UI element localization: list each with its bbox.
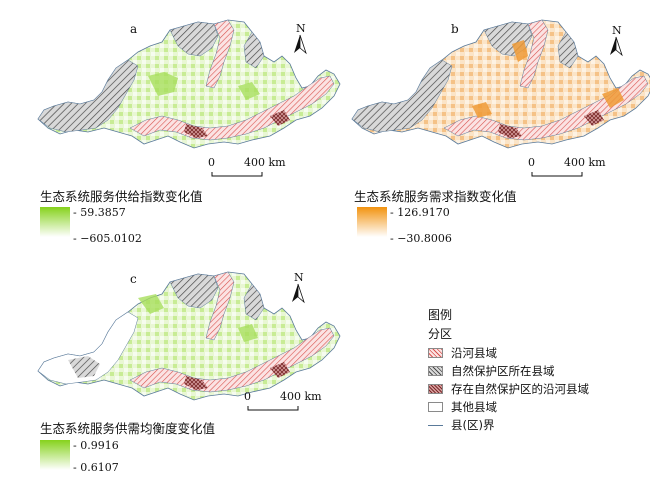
scale-distance-a: 400 km xyxy=(244,156,286,169)
boundary-line-swatch xyxy=(428,424,443,426)
key-item-river-protected-county: 存在自然保护区的沿河县域 xyxy=(428,382,589,396)
legend-title-c: 生态系统服务供需均衡度变化值 xyxy=(40,421,216,436)
scale-zero-c: 0 xyxy=(244,390,251,403)
scale-zero-a: 0 xyxy=(208,156,215,169)
ramp-max-a: - 59.3857 xyxy=(73,206,126,219)
red-hatch-swatch xyxy=(428,348,443,358)
panel-b-letter: b xyxy=(451,22,459,36)
panel-a-letter: a xyxy=(130,22,138,36)
panel-c-letter: c xyxy=(130,272,137,286)
ramp-max-c: - 0.9916 xyxy=(73,439,119,452)
red-crosshatch-swatch xyxy=(428,384,443,394)
key-title: 图例 xyxy=(428,308,453,322)
scale-bar-c xyxy=(247,406,299,411)
color-ramp-c xyxy=(40,440,70,470)
legend-title-b: 生态系统服务需求指数变化值 xyxy=(354,189,517,204)
key-subtitle: 分区 xyxy=(428,327,453,341)
scale-bar-b xyxy=(531,172,583,177)
ramp-min-a: - −605.0102 xyxy=(73,232,142,245)
ramp-min-c: - 0.6107 xyxy=(73,461,119,474)
north-arrow-c xyxy=(292,283,305,304)
north-arrow-a xyxy=(294,34,307,55)
ramp-max-b: - 126.9170 xyxy=(390,206,450,219)
blank-swatch xyxy=(428,402,443,412)
north-label-a: N xyxy=(296,22,306,35)
key-item-river-county: 沿河县域 xyxy=(428,346,497,360)
scale-distance-c: 400 km xyxy=(280,390,322,403)
color-ramp-b xyxy=(357,207,387,237)
scale-zero-b: 0 xyxy=(528,156,535,169)
legend-title-a: 生态系统服务供给指数变化值 xyxy=(40,189,203,204)
color-ramp-a xyxy=(40,207,70,237)
scale-bar-a xyxy=(211,172,263,177)
key-item-other-county: 其他县域 xyxy=(428,400,497,414)
key-item-protected-county: 自然保护区所在县域 xyxy=(428,364,555,378)
north-label-b: N xyxy=(612,24,622,37)
ramp-min-b: - −30.8006 xyxy=(390,232,452,245)
north-arrow-b xyxy=(610,36,623,57)
key-item-boundary: 县(区)界 xyxy=(428,418,494,432)
gray-hatch-swatch xyxy=(428,366,443,376)
scale-distance-b: 400 km xyxy=(564,156,606,169)
north-label-c: N xyxy=(294,271,304,284)
